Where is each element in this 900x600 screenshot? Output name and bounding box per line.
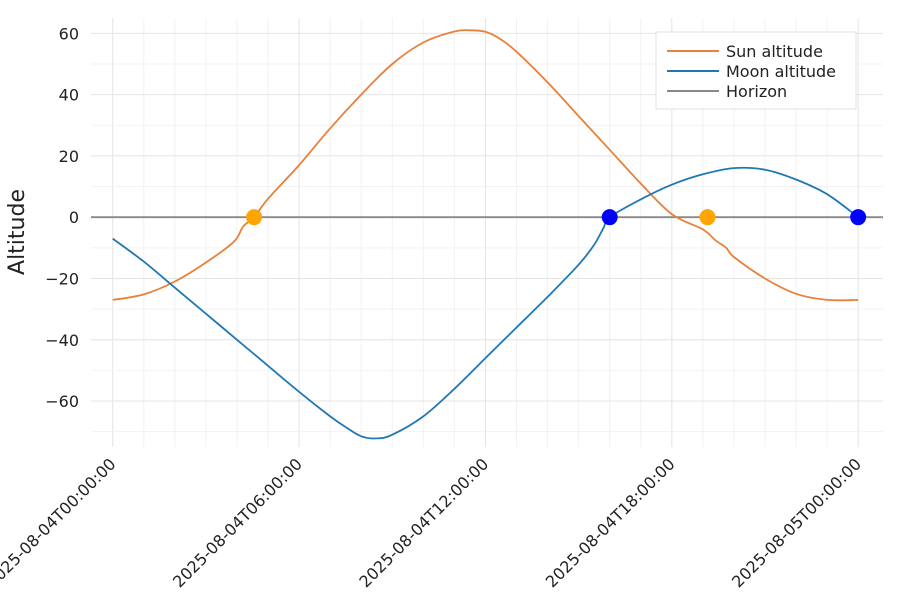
legend-label-sun-altitude: Sun altitude — [726, 42, 823, 61]
marker-layer — [246, 209, 867, 226]
y-tick-label: −60 — [45, 392, 79, 411]
y-axis-title: Altitude — [5, 189, 30, 275]
y-tick-label: 40 — [59, 86, 79, 105]
moon-altitude-horizon-crossing-marker — [850, 209, 867, 226]
y-tick-label: −40 — [45, 331, 79, 350]
y-tick-label: 60 — [59, 24, 79, 43]
x-tick-labels: 2025-08-04T00:00:00 2025-08-04T06:00:00 20… — [0, 454, 865, 591]
sun-altitude-horizon-crossing-marker — [246, 209, 263, 226]
x-tick-label: 2025-08-04T00:00:00 — [0, 454, 120, 591]
legend-label-horizon: Horizon — [726, 82, 787, 101]
y-tick-label: −20 — [45, 269, 79, 288]
y-tick-label: 20 — [59, 147, 79, 166]
y-tick-labels: −60 −40 −20 0 20 40 60 — [45, 24, 79, 411]
series-layer — [91, 29, 883, 440]
sun-altitude-horizon-crossing-marker — [699, 209, 716, 226]
x-tick-label: 2025-08-05T00:00:00 — [728, 454, 865, 591]
moon-altitude-line — [112, 166, 859, 440]
sun-altitude-line — [112, 29, 859, 302]
legend-label-moon-altitude: Moon altitude — [726, 62, 836, 81]
y-tick-label: 0 — [69, 208, 79, 227]
moon-altitude-horizon-crossing-marker — [601, 209, 618, 226]
x-tick-label: 2025-08-04T12:00:00 — [355, 454, 492, 591]
x-tick-label: 2025-08-04T06:00:00 — [169, 454, 306, 591]
x-tick-label: 2025-08-04T18:00:00 — [542, 454, 679, 591]
